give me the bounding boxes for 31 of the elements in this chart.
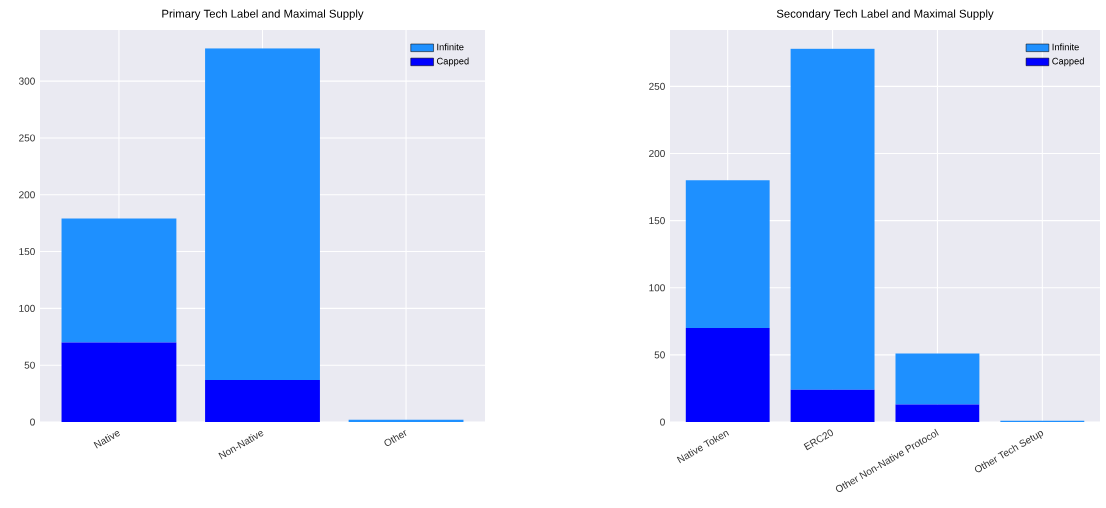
legend-label: Infinite [1052, 43, 1079, 51]
legend-label: Capped [436, 57, 469, 67]
chart-title: Primary Tech Label and Maximal Supply [162, 9, 364, 20]
y-tick-label: 250 [19, 134, 35, 142]
y-tick-label: 100 [19, 304, 35, 312]
y-tick-label: 200 [649, 149, 665, 158]
chart-title: Secondary Tech Label and Maximal Supply [776, 9, 994, 20]
legend-label: Infinite [437, 43, 464, 51]
y-tick-label: 200 [19, 191, 35, 199]
bar [61, 218, 177, 343]
x-tick-label: Other [384, 430, 407, 446]
y-tick-label: 50 [24, 361, 35, 369]
y-tick-label: 150 [649, 217, 665, 225]
bar [685, 328, 770, 422]
legend-label: Capped [1052, 57, 1084, 67]
y-tick-label: 250 [649, 82, 665, 90]
y-tick-label: 0 [30, 418, 35, 426]
bar [790, 48, 875, 390]
bar [790, 389, 875, 422]
bar [895, 404, 980, 422]
y-tick-label: 300 [18, 77, 35, 85]
bar [685, 180, 770, 329]
y-tick-label: 100 [649, 284, 665, 292]
x-tick-label: Other Tech Setup [974, 430, 1044, 473]
bar [205, 379, 320, 422]
bar [895, 353, 980, 405]
y-tick-label: 50 [654, 351, 665, 359]
y-tick-label: 150 [19, 248, 35, 256]
bar [205, 48, 320, 380]
y-tick-label: 0 [660, 418, 665, 426]
bar [61, 342, 177, 422]
